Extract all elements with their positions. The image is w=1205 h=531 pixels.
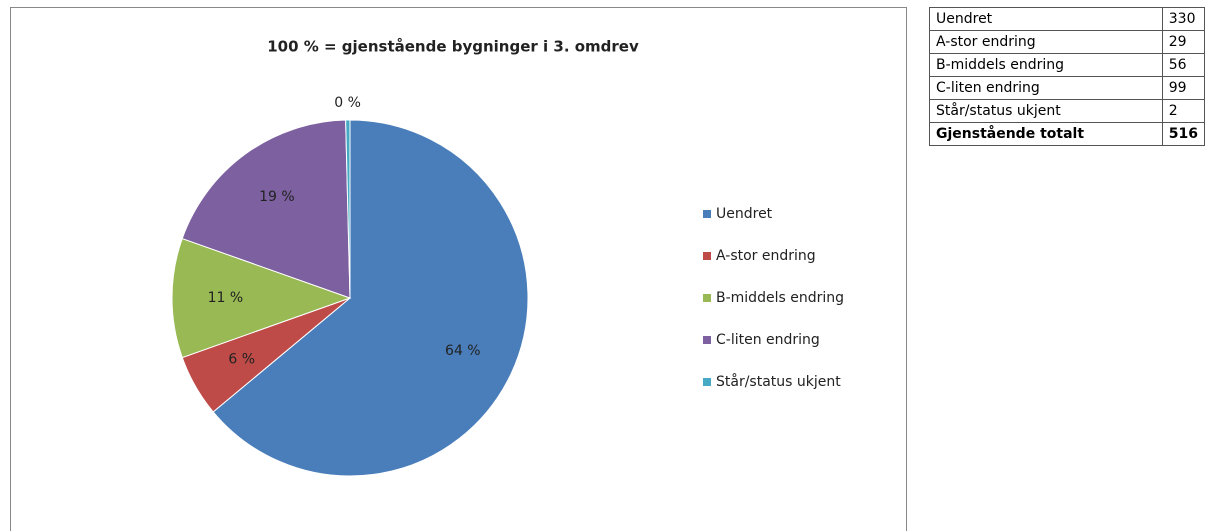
table-cell: 2 xyxy=(1161,99,1205,123)
table-cell: Står/status ukjent xyxy=(929,99,1163,123)
data-label: 19 % xyxy=(259,189,295,205)
pie-slice xyxy=(181,119,351,299)
data-label: 64 % xyxy=(445,343,481,359)
table-row: B-middels endring 56 xyxy=(929,53,1205,77)
pie-slice xyxy=(171,237,352,359)
table-cell: 99 xyxy=(1161,76,1205,100)
legend-swatch xyxy=(703,210,711,218)
legend-label: Uendret xyxy=(716,206,773,222)
table-cell: 29 xyxy=(1161,30,1205,54)
table-row: Står/status ukjent 2 xyxy=(929,99,1205,123)
chart: 100 % = gjenstående bygninger i 3. omdre… xyxy=(10,7,907,531)
legend-label: B-middels endring xyxy=(716,290,844,306)
summary-table: Uendret 330 A-stor endring 29 B-middels endr… xyxy=(929,7,1205,146)
table-cell: Uendret xyxy=(929,7,1163,31)
legend-swatch xyxy=(703,294,711,302)
legend-swatch xyxy=(703,378,711,386)
chart-title: 100 % = gjenstående bygninger i 3. omdre… xyxy=(267,38,639,56)
data-label: 0 % xyxy=(334,95,361,111)
legend-swatch xyxy=(703,336,711,344)
legend-swatch xyxy=(703,252,711,260)
table-cell: 56 xyxy=(1161,53,1205,77)
table-cell: 330 xyxy=(1161,7,1205,31)
pie-slice xyxy=(212,119,529,477)
table-row: Uendret 330 xyxy=(929,7,1205,31)
table-row: Gjenstående totalt 516 xyxy=(929,122,1205,146)
pie-slice xyxy=(345,119,351,299)
table-cell: Gjenstående totalt xyxy=(929,122,1163,146)
table-cell: 516 xyxy=(1161,122,1205,146)
table-cell: B-middels endring xyxy=(929,53,1163,77)
legend-label: Står/status ukjent xyxy=(716,373,841,390)
table-cell: A-stor endring xyxy=(929,30,1163,54)
data-label: 11 % xyxy=(208,290,244,306)
table-row: C-liten endring 99 xyxy=(929,76,1205,100)
table-row: A-stor endring 29 xyxy=(929,30,1205,54)
legend-label: C-liten endring xyxy=(716,332,820,348)
data-label: 6 % xyxy=(228,352,255,368)
table-cell: C-liten endring xyxy=(929,76,1163,100)
legend-label: A-stor endring xyxy=(716,248,816,264)
